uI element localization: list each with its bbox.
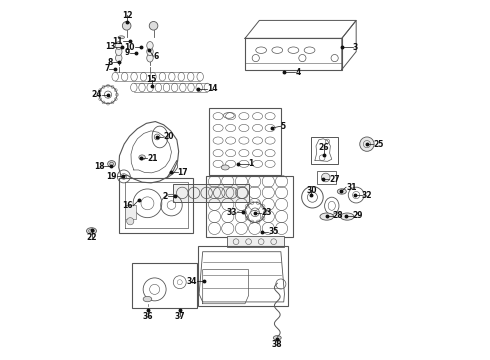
Text: 13: 13: [105, 42, 115, 51]
Ellipse shape: [147, 54, 153, 62]
Bar: [119, 178, 193, 233]
Ellipse shape: [108, 161, 116, 167]
Circle shape: [321, 173, 330, 182]
Ellipse shape: [87, 228, 97, 234]
Text: 8: 8: [108, 58, 113, 67]
Text: 21: 21: [147, 154, 158, 163]
Text: 23: 23: [261, 208, 271, 217]
Bar: [317, 171, 337, 184]
Circle shape: [126, 218, 134, 225]
Text: 17: 17: [177, 168, 188, 177]
Bar: [311, 137, 338, 164]
Ellipse shape: [337, 189, 346, 194]
Text: 15: 15: [147, 75, 157, 84]
Text: 10: 10: [124, 43, 135, 52]
Bar: [125, 205, 136, 220]
Ellipse shape: [143, 296, 152, 302]
Text: 31: 31: [346, 183, 357, 192]
Text: 2: 2: [163, 192, 168, 201]
Text: 20: 20: [163, 132, 174, 141]
Text: 4: 4: [295, 68, 300, 77]
Text: 29: 29: [353, 211, 363, 220]
Text: 7: 7: [104, 64, 109, 73]
Ellipse shape: [147, 41, 153, 49]
Ellipse shape: [116, 48, 122, 55]
Text: 16: 16: [122, 201, 133, 210]
Text: 34: 34: [186, 276, 196, 285]
Text: 25: 25: [373, 140, 384, 149]
Text: 30: 30: [306, 185, 317, 194]
Text: 32: 32: [362, 190, 372, 199]
Ellipse shape: [273, 336, 281, 340]
Text: 38: 38: [272, 341, 283, 350]
Text: 24: 24: [91, 90, 101, 99]
Bar: [205, 176, 294, 237]
Ellipse shape: [139, 155, 146, 160]
Text: 26: 26: [318, 143, 329, 152]
Ellipse shape: [116, 54, 122, 62]
Text: 22: 22: [86, 233, 97, 242]
Text: 14: 14: [207, 84, 218, 93]
Circle shape: [149, 22, 158, 30]
Bar: [227, 235, 285, 247]
Ellipse shape: [320, 213, 334, 220]
Text: 1: 1: [248, 159, 254, 168]
Text: 5: 5: [281, 122, 286, 131]
Bar: [172, 184, 248, 202]
Bar: [198, 246, 288, 306]
Text: 3: 3: [353, 43, 358, 52]
Text: 11: 11: [113, 37, 123, 46]
Text: 33: 33: [226, 208, 237, 217]
Text: 18: 18: [94, 162, 104, 171]
Text: 28: 28: [333, 211, 343, 220]
Bar: [132, 263, 196, 309]
Text: 19: 19: [106, 172, 117, 181]
Circle shape: [122, 22, 131, 30]
Text: 36: 36: [143, 312, 153, 321]
Ellipse shape: [341, 213, 354, 220]
Ellipse shape: [118, 36, 124, 39]
Text: 27: 27: [329, 175, 340, 184]
Bar: [245, 39, 342, 69]
Circle shape: [360, 137, 374, 151]
Ellipse shape: [221, 165, 229, 170]
Ellipse shape: [147, 48, 153, 55]
Ellipse shape: [116, 41, 122, 49]
Text: 9: 9: [124, 48, 129, 57]
Bar: [209, 108, 281, 175]
Text: 35: 35: [269, 228, 279, 237]
Text: 6: 6: [153, 52, 159, 61]
Text: 12: 12: [122, 10, 133, 19]
Text: 37: 37: [174, 312, 185, 321]
